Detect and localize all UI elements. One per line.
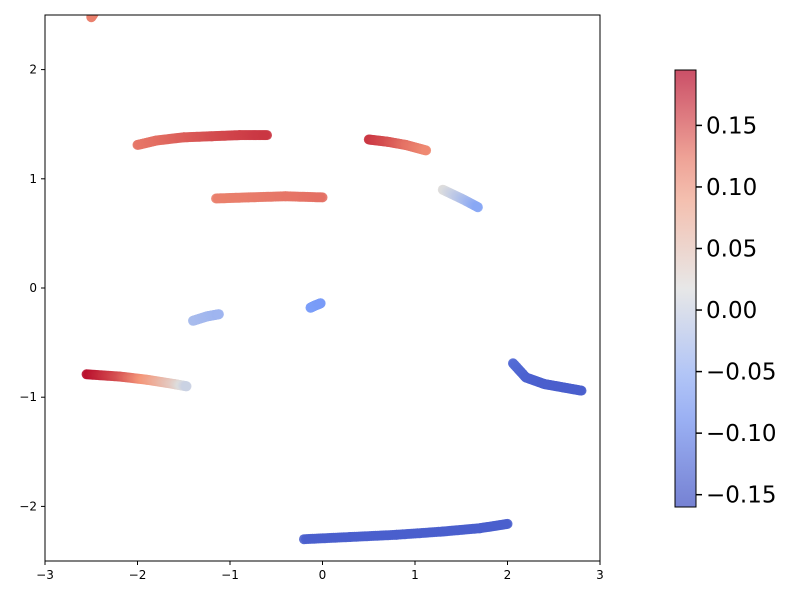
y-tick-label: 1	[29, 172, 37, 186]
colorbar-tick-label: −0.15	[706, 483, 776, 509]
y-tick-label: 0	[29, 281, 37, 295]
series-4	[437, 184, 483, 213]
x-tick-label: −3	[36, 568, 54, 582]
series-1	[132, 130, 272, 150]
scatter-point	[317, 192, 328, 203]
colorbar-tick-label: 0.10	[706, 175, 757, 201]
scatter-point	[86, 15, 97, 23]
colorbar-tick-label: −0.10	[706, 421, 776, 447]
plot-area: −3 −2 −1 0 1 2 3 −2 −1 0 1 2	[19, 14, 604, 582]
x-tick-label: 0	[319, 568, 327, 582]
x-tick-label: 3	[596, 568, 604, 582]
scatter-point	[421, 145, 432, 156]
colorbar-tick-label: 0.00	[706, 298, 757, 324]
x-tick-label: 1	[411, 568, 419, 582]
colorbar-tick-label: 0.05	[706, 236, 757, 262]
series-layer	[81, 15, 587, 545]
y-axis: −2 −1 0 1 2	[19, 63, 45, 513]
colorbar-ticks: −0.15 −0.10 −0.05 0.00 0.05 0.10 0.15	[696, 113, 776, 509]
x-tick-label: 2	[504, 568, 512, 582]
y-tick-label: 2	[29, 63, 37, 77]
x-axis: −3 −2 −1 0 1 2 3	[36, 561, 604, 582]
series-9	[299, 518, 513, 545]
x-tick-label: −2	[129, 568, 147, 582]
scatter-point	[262, 130, 272, 141]
series-7	[81, 369, 192, 392]
series-2	[363, 134, 432, 156]
scatter-point	[472, 202, 483, 213]
y-tick-label: −2	[19, 499, 37, 513]
series-5	[188, 309, 224, 326]
series-6	[305, 298, 326, 313]
colorbar: −0.15 −0.10 −0.05 0.00 0.05 0.10 0.15	[674, 69, 776, 509]
scatter-point	[502, 518, 513, 529]
scatter-point	[181, 381, 192, 392]
scatter-point	[213, 309, 224, 320]
scatter-point	[576, 385, 587, 396]
colorbar-tick-label: 0.15	[706, 113, 757, 139]
colorbar-frame	[674, 69, 697, 508]
x-tick-label: −1	[221, 568, 239, 582]
scatter-point	[315, 298, 326, 309]
y-tick-label: −1	[19, 390, 37, 404]
series-8	[508, 358, 587, 396]
series-3	[211, 191, 328, 204]
series-0	[86, 15, 99, 23]
colorbar-tick-label: −0.05	[706, 360, 776, 386]
colorbar-gradient	[675, 70, 696, 507]
